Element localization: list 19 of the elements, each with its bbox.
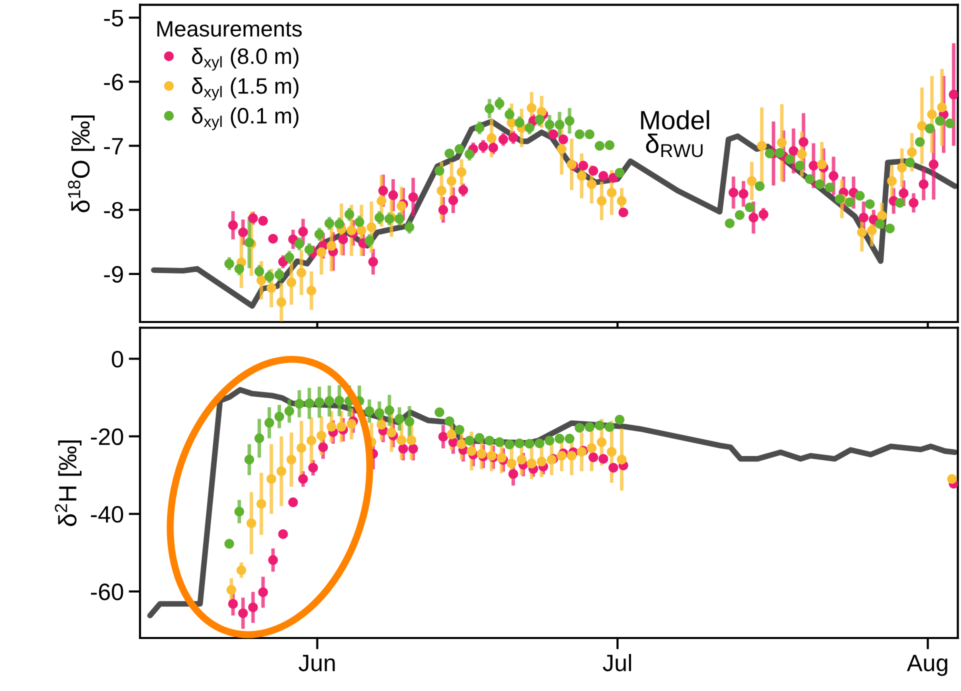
legend-label: δ$_{xyl}$ (8.0 m)	[192, 48, 298, 71]
y-axis-title: δ$^{2}$H [‰]	[54, 440, 82, 526]
y-tick-label: -7	[104, 138, 123, 154]
y-tick-label: -6	[104, 74, 124, 91]
y-tick-label: 0	[112, 350, 124, 368]
legend-title: Measurements	[157, 21, 302, 37]
legend-label: δ$_{xyl}$ (0.1 m)	[192, 107, 298, 130]
x-tick-label: Jul	[602, 654, 632, 672]
annotation: Model δ$_{RWU}$	[641, 110, 710, 158]
y-tick-label: -40	[90, 506, 124, 523]
y-tick-label: -20	[90, 428, 124, 446]
y-tick-label: -8	[104, 202, 124, 219]
y-axis-title: δ$^{18}$O [‰]	[68, 116, 95, 212]
legend-label: δ$_{xyl}$ (1.5 m)	[192, 78, 298, 100]
x-tick-label: Jun	[298, 654, 335, 672]
y-tick-label: -9	[104, 266, 123, 283]
x-tick-label: Aug	[906, 654, 948, 676]
y-tick-label: -60	[90, 584, 124, 600]
y-tick-label: -5	[104, 10, 124, 26]
